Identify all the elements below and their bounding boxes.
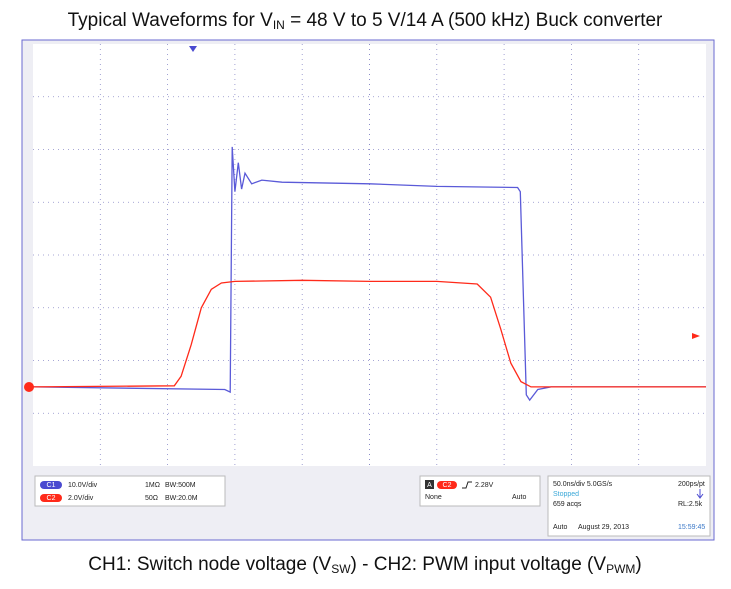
c2-bandwidth: BW:20.0M: [165, 495, 198, 502]
c2-badge: [40, 494, 62, 502]
trigger-coupling: None: [425, 494, 442, 501]
caption: CH1: Switch node voltage (VSW) - CH2: PW…: [88, 554, 641, 576]
trigger-marker: [189, 46, 197, 52]
caption-subscript: SW: [331, 562, 351, 576]
trigger-sweep: Auto: [512, 494, 527, 501]
channel-box: [34, 475, 226, 507]
c1-impedance: 1MΩ: [145, 482, 160, 489]
timebase-box: [547, 475, 711, 537]
timebase: 50.0ns/div 5.0GS/s: [553, 481, 613, 488]
caption-text: ): [635, 554, 641, 575]
record-length: RL:2.5k: [678, 501, 703, 508]
trigger-source-badge: [437, 481, 457, 489]
title-subscript: IN: [273, 18, 285, 32]
acq-count: 659 acqs: [553, 501, 582, 508]
trigger-level-marker: [692, 333, 700, 339]
trigger-box: [419, 475, 541, 507]
waveform: [32, 146, 706, 402]
trigger-level: 2.28V: [475, 482, 494, 489]
acq-state: Stopped: [553, 491, 579, 498]
caption-text: CH1: Switch node voltage (V: [88, 554, 331, 575]
c2-label: C2: [47, 495, 56, 502]
c2-scale: 2.0V/div: [68, 495, 94, 502]
time: 15:59:45: [678, 524, 705, 531]
ground-marker: [24, 382, 34, 392]
trigger-source: C2: [443, 482, 452, 489]
waveform: [32, 279, 706, 388]
traces: [32, 146, 706, 402]
c1-badge: [40, 481, 62, 489]
date: August 29, 2013: [578, 524, 629, 531]
c1-label: C1: [47, 482, 56, 489]
title-text: = 48 V to 5 V/14 A (500 kHz) Buck conver…: [285, 10, 663, 31]
caption-subscript: PWM: [606, 562, 635, 576]
chart-title: Typical Waveforms for VIN = 48 V to 5 V/…: [68, 10, 663, 32]
c1-scale: 10.0V/div: [68, 482, 98, 489]
trigger-auto: Auto: [553, 524, 568, 531]
arrow-icon: [696, 489, 704, 499]
resolution: 200ps/pt: [678, 481, 705, 488]
grid: [33, 44, 706, 466]
c2-impedance: 50Ω: [145, 495, 158, 502]
edge-icon: [462, 481, 472, 489]
title-text: Typical Waveforms for V: [68, 10, 274, 31]
trigger-mode: A: [427, 482, 432, 489]
c1-bandwidth: BW:500M: [165, 482, 196, 489]
trigger-icon: [425, 480, 434, 489]
caption-text: ) - CH2: PWM input voltage (V: [351, 554, 607, 575]
